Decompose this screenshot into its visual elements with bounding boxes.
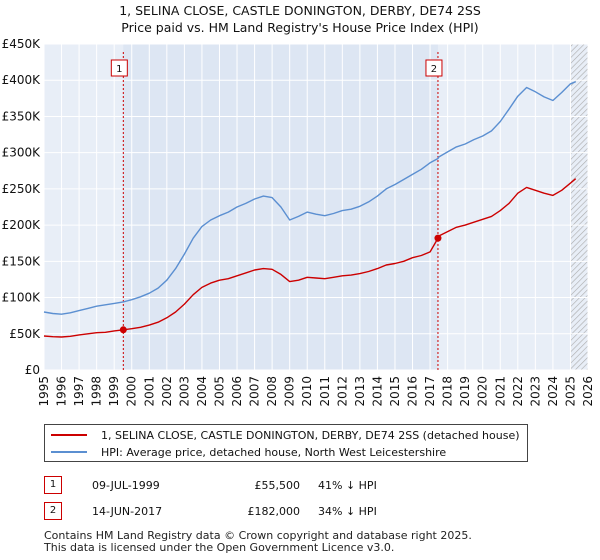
x-tick-label: 1999 — [107, 376, 121, 407]
x-tick-label: 2022 — [511, 376, 525, 407]
x-tick-label: 2023 — [528, 376, 542, 407]
price-chart: £0 £50K £100K £150K £200K £250K £300K £350K £400… — [2, 37, 595, 407]
legend-price-label: 1, SELINA CLOSE, CASTLE DONINGTON, DERBY… — [101, 428, 520, 442]
legend: 1, SELINA CLOSE, CASTLE DONINGTON, DERBY… — [44, 424, 528, 462]
y-tick-label: £300K — [2, 146, 42, 160]
legend-item-hpi: HPI: Average price, detached house, Nort… — [51, 444, 446, 460]
y-tick-label: £150K — [2, 254, 42, 268]
sale-date: 14-JUN-2017 — [92, 504, 163, 518]
x-tick-label: 2016 — [406, 376, 420, 407]
x-tick-label: 1995 — [37, 376, 51, 407]
y-tick-label: £0 — [25, 363, 40, 377]
x-tick-label: 2000 — [125, 376, 139, 407]
x-tick-label: 2019 — [458, 376, 472, 407]
sale-date: 09-JUL-1999 — [92, 478, 160, 492]
x-tick-label: 2020 — [476, 376, 490, 407]
y-tick-label: £250K — [2, 182, 42, 196]
x-tick-label: 2009 — [283, 376, 297, 407]
x-tick-label: 2007 — [248, 376, 262, 407]
y-tick-label: £400K — [2, 73, 42, 87]
x-tick-label: 2018 — [441, 376, 455, 407]
footer-attribution: Contains HM Land Registry data © Crown c… — [44, 530, 472, 554]
x-tick-label: 2012 — [335, 376, 349, 407]
annotation-box — [110, 59, 128, 77]
sale-marker-lines — [122, 52, 439, 370]
legend-hpi-label: HPI: Average price, detached house, Nort… — [101, 445, 447, 459]
sale-point — [119, 326, 127, 334]
x-axis-tick-labels: 1995 1996 1997 1998 1999 2000 2001 2002 2003 2004… — [37, 376, 595, 407]
footer-line2: This data is licensed under the Open Gov… — [44, 541, 395, 554]
sale-marker-label: 2 — [44, 502, 62, 520]
x-tick-label: 1996 — [55, 376, 69, 407]
chart-title: 1, SELINA CLOSE, CASTLE DONINGTON, DERBY… — [0, 2, 600, 36]
x-tick-label: 2006 — [230, 376, 244, 407]
sale-marker-label: 1 — [44, 476, 62, 494]
x-tick-label: 2015 — [388, 376, 402, 407]
x-tick-label: 2001 — [142, 376, 156, 407]
sales-table: 1 09-JUL-1999 £55,500 41% ↓ HPI 2 14-JUN… — [44, 472, 428, 524]
x-tick-label: 2010 — [300, 376, 314, 407]
forecast-hatched-area — [570, 44, 588, 370]
x-tick-label: 2013 — [353, 376, 367, 407]
x-tick-label: 1998 — [90, 376, 104, 407]
y-tick-label: £350K — [2, 109, 42, 123]
x-tick-label: 2021 — [493, 376, 507, 407]
sale-price: £55,500 — [254, 478, 301, 492]
x-tick-label: 2026 — [581, 376, 595, 407]
x-tick-label: 2025 — [563, 376, 577, 407]
annotation-label: 1 — [116, 64, 122, 75]
sale-points — [119, 234, 442, 334]
sale-point — [434, 234, 442, 242]
x-tick-label: 2004 — [195, 376, 209, 407]
y-axis-tick-labels: £0 £50K £100K £150K £200K £250K £300K £350K £400… — [2, 37, 42, 377]
chart-title-line1: 1, SELINA CLOSE, CASTLE DONINGTON, DERBY… — [119, 3, 481, 18]
x-tick-label: 2011 — [318, 376, 332, 407]
y-tick-label: £450K — [2, 37, 42, 51]
footer-line1: Contains HM Land Registry data © Crown c… — [44, 529, 472, 542]
sale-hpi-diff: 41% ↓ HPI — [318, 478, 377, 492]
sales-table-row: 1 09-JUL-1999 £55,500 41% ↓ HPI — [44, 472, 428, 498]
y-tick-label: £100K — [2, 291, 42, 305]
x-tick-label: 2014 — [370, 376, 384, 407]
y-tick-label: £200K — [2, 218, 42, 232]
sale-hpi-diff: 34% ↓ HPI — [318, 504, 377, 518]
x-tick-label: 2003 — [177, 376, 191, 407]
y-tick-label: £50K — [9, 327, 41, 341]
sales-table-row: 2 14-JUN-2017 £182,000 34% ↓ HPI — [44, 498, 428, 524]
series-line — [43, 178, 577, 338]
x-tick-label: 2002 — [160, 376, 174, 407]
x-tick-label: 2008 — [265, 376, 279, 407]
chart-subtitle: Price paid vs. HM Land Registry's House … — [121, 20, 479, 35]
annotation-label: 2 — [431, 64, 437, 75]
x-tick-label: 2005 — [212, 376, 226, 407]
legend-item-price: 1, SELINA CLOSE, CASTLE DONINGTON, DERBY… — [51, 427, 520, 443]
legend-price-swatch — [51, 434, 87, 436]
annotation-box — [425, 59, 443, 77]
x-tick-label: 2024 — [546, 376, 560, 407]
x-tick-label: 2017 — [423, 376, 437, 407]
series-lines — [43, 81, 577, 338]
sale-price: £182,000 — [247, 504, 301, 518]
x-tick-label: 1997 — [72, 376, 86, 407]
legend-hpi-swatch — [51, 451, 87, 453]
series-line — [43, 81, 576, 315]
